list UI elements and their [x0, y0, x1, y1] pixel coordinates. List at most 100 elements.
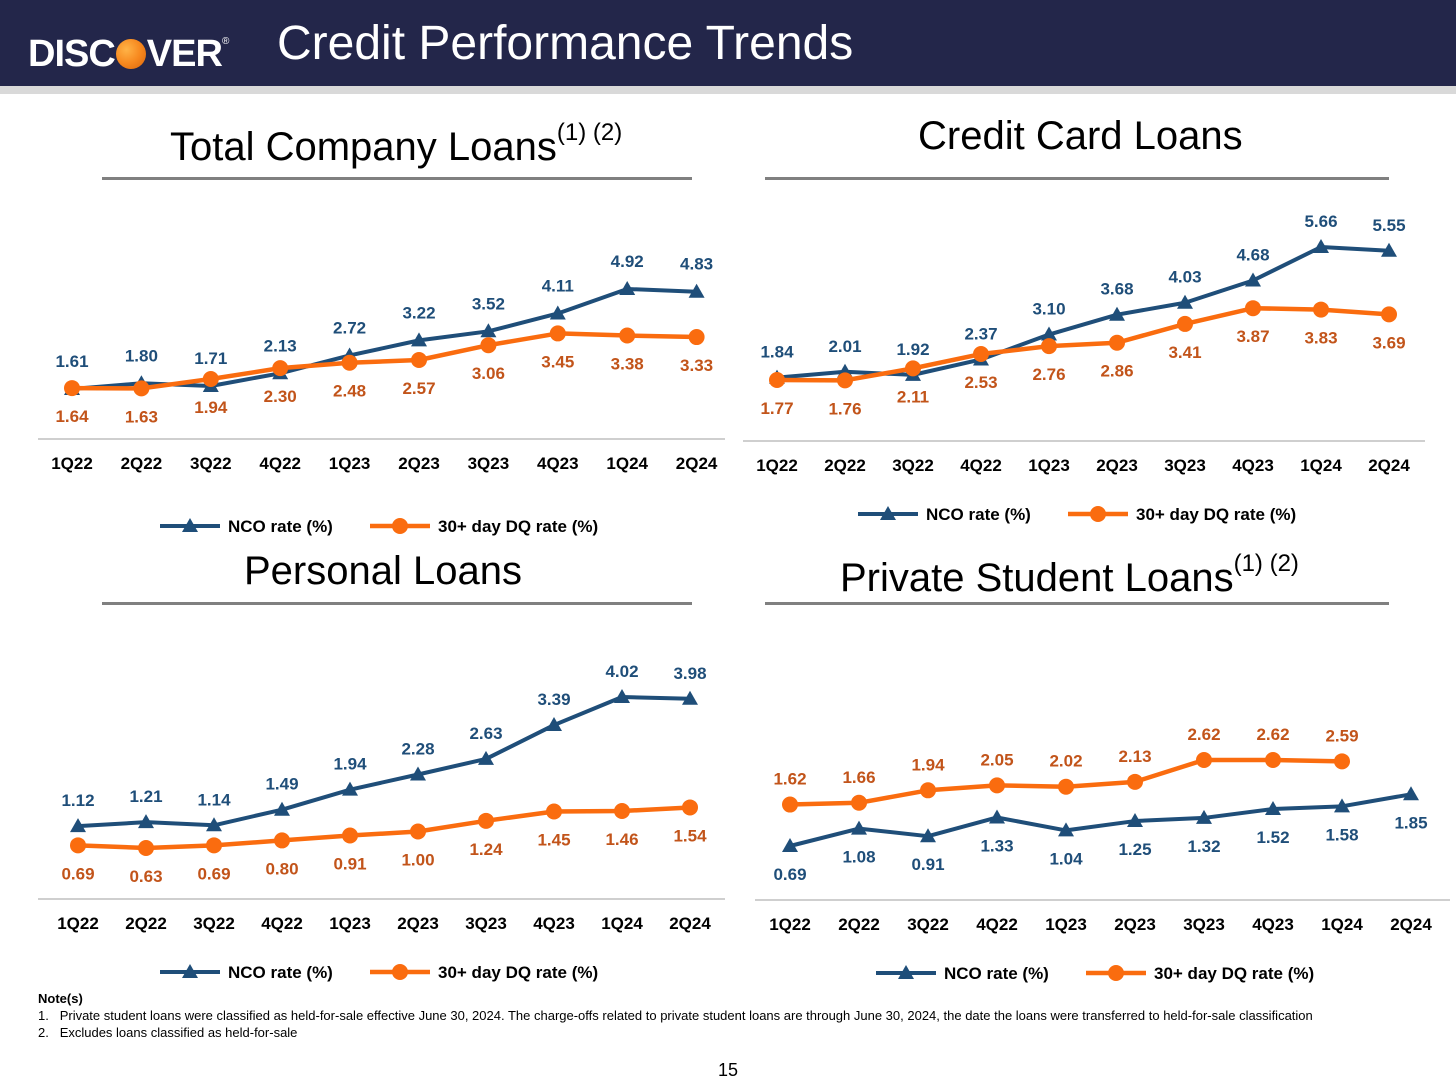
x-tick-label: 1Q24	[601, 914, 643, 933]
legend-nco-label: NCO rate (%)	[944, 964, 1049, 983]
nco-data-label: 3.68	[1100, 280, 1133, 299]
nco-point	[411, 332, 427, 347]
nco-data-label: 4.68	[1236, 246, 1269, 265]
nco-point	[1109, 306, 1125, 321]
nco-point	[1196, 809, 1212, 824]
x-tick-label: 2Q24	[669, 914, 711, 933]
x-tick-label: 4Q22	[960, 456, 1002, 475]
footnote-2: 2. Excludes loans classified as held-for…	[38, 1025, 298, 1040]
nco-data-label: 1.21	[129, 787, 162, 806]
nco-data-label: 1.32	[1187, 837, 1220, 856]
dq-point	[837, 372, 853, 389]
dq-data-label: 3.45	[541, 352, 574, 371]
nco-data-label: 2.72	[333, 318, 366, 337]
dq-point	[1265, 752, 1281, 768]
nco-data-label: 3.22	[402, 303, 435, 322]
nco-point	[1334, 798, 1350, 813]
nco-series-line	[776, 245, 1390, 380]
nco-data-label: 2.13	[264, 336, 297, 355]
dq-data-label: 1.00	[401, 851, 434, 870]
nco-data-label: 1.33	[980, 836, 1013, 855]
dq-point	[480, 337, 497, 354]
nco-data-label: 2.63	[469, 724, 502, 743]
panel-rule-credit-card	[765, 177, 1389, 180]
dq-series-line	[77, 805, 691, 851]
x-tick-label: 2Q22	[125, 914, 167, 933]
dq-point	[619, 327, 636, 344]
dq-point	[206, 837, 222, 854]
nco-data-label: 3.98	[673, 664, 706, 683]
dq-data-label: 2.76	[1032, 365, 1065, 384]
nco-data-label: 4.92	[611, 252, 644, 271]
x-tick-label: 3Q22	[193, 914, 235, 933]
legend-triangle-icon	[182, 964, 198, 978]
nco-point	[989, 809, 1005, 824]
x-tick-label: 2Q22	[121, 454, 163, 473]
dq-point	[70, 837, 86, 854]
chart-panel-2: 1Q22 2Q22 3Q22 4Q22 1Q23 2Q23 3Q23 4Q23 1Q24 2Q24…	[743, 212, 1425, 524]
dq-data-label: 1.45	[537, 830, 570, 849]
dq-data-label: 3.87	[1236, 327, 1269, 346]
x-tick-label: 2Q24	[1390, 915, 1432, 934]
slide-header: DISC VER® Credit Performance Trends	[0, 0, 1456, 86]
panel-rule-personal	[102, 602, 692, 605]
dq-point	[1245, 300, 1261, 317]
dq-point	[1127, 773, 1143, 790]
dq-data-label: 1.46	[605, 830, 638, 849]
dq-point	[549, 325, 566, 342]
slide-title: Credit Performance Trends	[277, 17, 854, 70]
nco-data-label: 1.04	[1049, 849, 1083, 868]
chart-legend: NCO rate (%) 30+ day DQ rate (%)	[160, 517, 598, 536]
dq-point	[769, 372, 785, 388]
x-tick-label: 2Q23	[398, 454, 440, 473]
x-tick-label: 2Q23	[397, 914, 439, 933]
nco-data-label: 1.61	[55, 352, 88, 371]
dq-data-label: 2.57	[402, 379, 435, 398]
x-tick-label: 3Q22	[190, 454, 232, 473]
nco-data-label: 4.83	[680, 255, 713, 274]
dq-point	[133, 380, 150, 397]
legend-triangle-icon	[898, 965, 914, 979]
x-tick-label: 4Q22	[261, 914, 303, 933]
dq-data-label: 3.33	[680, 356, 713, 375]
nco-point	[920, 828, 936, 843]
dq-data-label: 2.05	[980, 750, 1013, 769]
legend-nco-label: NCO rate (%)	[228, 517, 333, 536]
dq-point	[989, 777, 1005, 794]
dq-point	[1334, 753, 1350, 770]
footnotes-heading: Note(s)	[38, 991, 83, 1006]
dq-data-label: 2.13	[1118, 747, 1151, 766]
x-tick-label: 2Q22	[824, 456, 866, 475]
dq-point	[614, 803, 630, 820]
nco-data-label: 2.37	[964, 324, 997, 343]
nco-series-line	[71, 287, 697, 391]
nco-data-label: 3.39	[537, 690, 570, 709]
dq-data-label: 2.62	[1187, 725, 1220, 744]
nco-data-label: 4.02	[605, 662, 638, 681]
dq-data-label: 1.62	[773, 770, 806, 789]
nco-data-label: 1.08	[842, 848, 875, 867]
nco-point	[1041, 326, 1057, 341]
dq-point	[782, 796, 798, 813]
nco-data-label: 1.49	[265, 775, 298, 794]
dq-data-label: 2.30	[264, 387, 297, 406]
x-tick-label: 1Q23	[1028, 456, 1070, 475]
dq-series-line	[776, 305, 1390, 383]
chart-panel-1: 1Q22 2Q22 3Q22 4Q22 1Q23 2Q23 3Q23 4Q23 1Q24 2Q24…	[38, 252, 725, 536]
nco-data-label: 4.11	[542, 276, 574, 295]
dq-point	[1041, 338, 1057, 355]
dq-point	[342, 827, 358, 844]
legend-nco-label: NCO rate (%)	[228, 963, 333, 982]
dq-data-label: 0.80	[265, 859, 298, 878]
nco-point	[70, 818, 86, 833]
discover-logo: DISC VER®	[28, 33, 229, 75]
x-tick-label: 3Q23	[465, 914, 507, 933]
nco-data-label: 1.25	[1118, 840, 1151, 859]
nco-data-label: 4.03	[1168, 268, 1201, 287]
nco-point	[478, 750, 494, 765]
nco-data-label: 3.52	[472, 294, 505, 313]
nco-point	[619, 281, 636, 295]
dq-data-label: 0.91	[333, 855, 366, 874]
dq-data-label: 0.69	[61, 864, 94, 883]
dq-data-label: 2.62	[1256, 725, 1289, 744]
